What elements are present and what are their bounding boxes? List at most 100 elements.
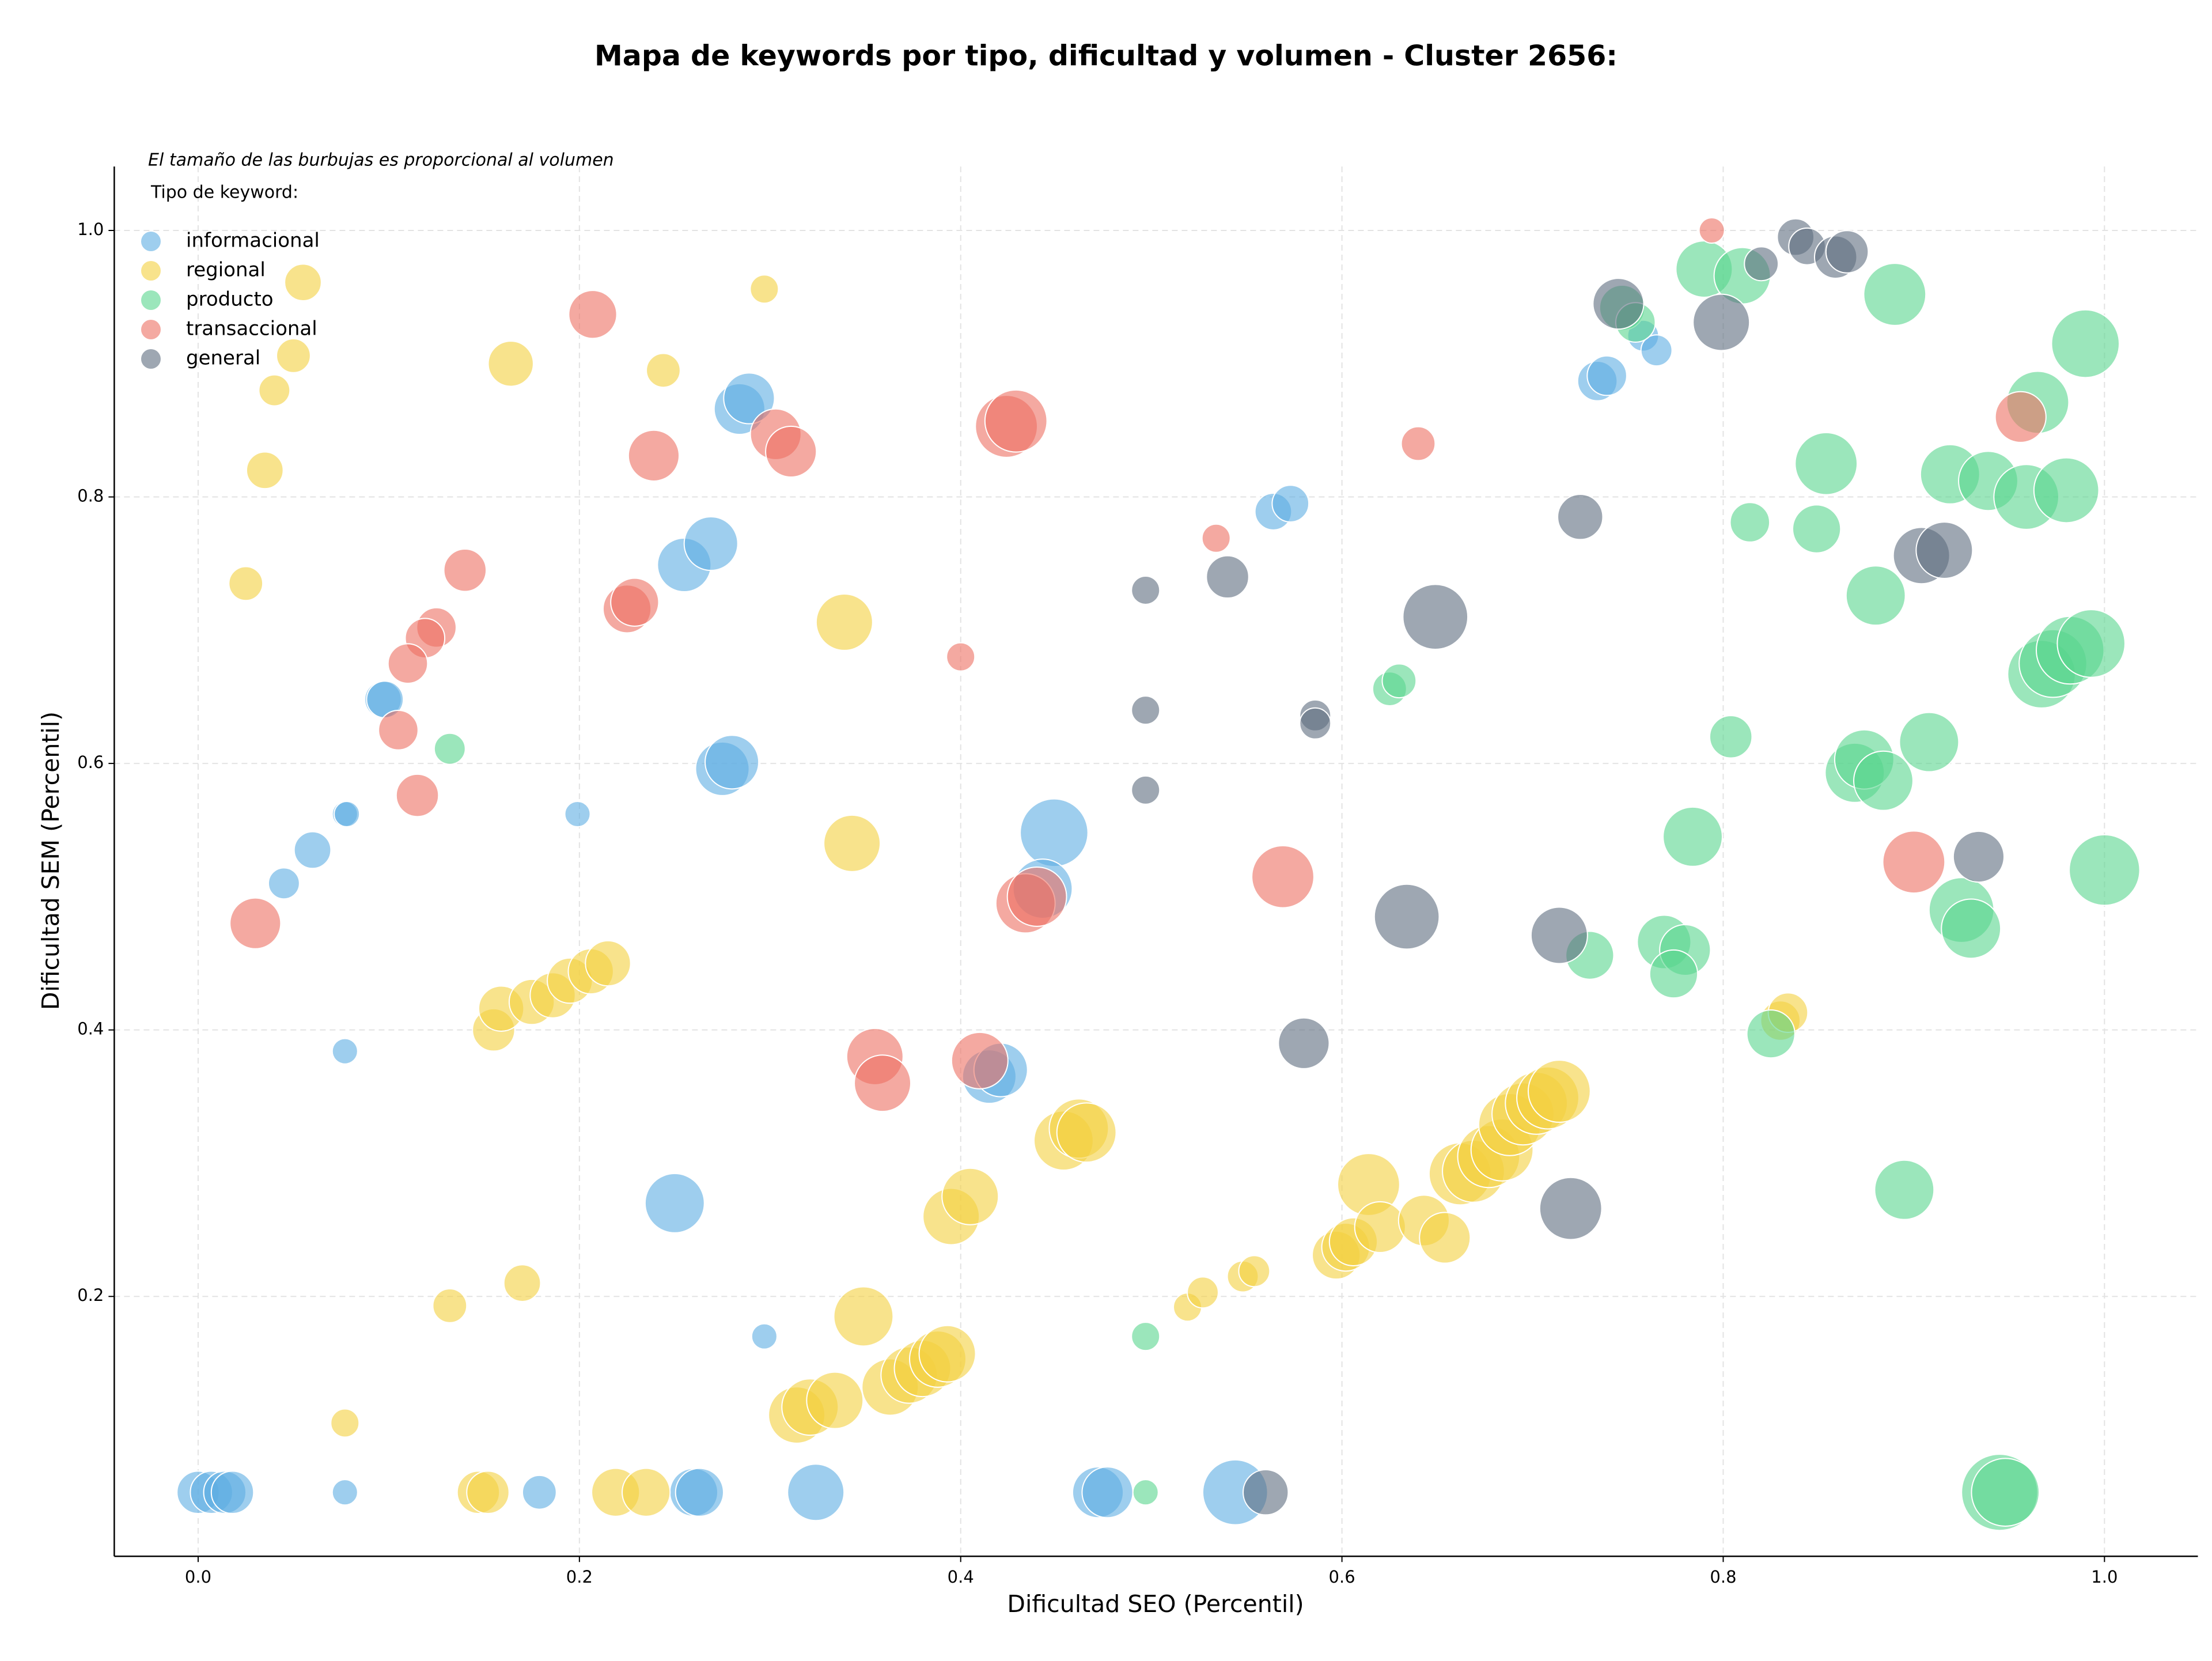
bubble (941, 1167, 999, 1225)
bubble (815, 593, 873, 651)
bubble (334, 800, 361, 828)
bubble (1557, 494, 1604, 540)
bubble (946, 642, 976, 672)
bubble (1206, 555, 1249, 599)
bubble (521, 1474, 557, 1510)
bubble (1915, 521, 1974, 580)
bubble (1238, 1255, 1271, 1288)
bubble (749, 274, 779, 304)
bubble (1243, 1469, 1289, 1516)
bubble (610, 577, 660, 627)
legend-label: general (186, 347, 260, 370)
bubble (1402, 584, 1469, 650)
bubble (331, 1038, 358, 1065)
bubble (1278, 1017, 1330, 1069)
y-axis-label: Dificultad SEM (Percentil) (37, 712, 65, 1010)
x-axis-label: Dificultad SEO (Percentil) (1007, 1590, 1304, 1618)
bubble (806, 1371, 864, 1429)
bubble (950, 1031, 1009, 1089)
bubble (1131, 575, 1161, 605)
legend-label: informacional (186, 229, 320, 252)
bubble (1201, 523, 1231, 553)
bubble (1527, 1060, 1591, 1123)
bubble (787, 1463, 845, 1522)
bubble (1381, 663, 1417, 699)
bubble (984, 389, 1048, 453)
legend-marker (141, 261, 161, 281)
bubble (1899, 712, 1960, 773)
bubble (1187, 1276, 1219, 1309)
bubble (1874, 1159, 1935, 1220)
bubble (1592, 278, 1645, 330)
y-tick-label: 0.6 (77, 752, 104, 772)
bubble (1698, 217, 1725, 244)
bubble (723, 372, 775, 425)
bubble (1586, 355, 1627, 396)
legend-marker (141, 232, 161, 251)
bubble (823, 814, 881, 872)
bubble (1081, 1466, 1134, 1519)
bubble (293, 831, 332, 869)
x-tick-label: 1.0 (2091, 1567, 2118, 1587)
bubble (2051, 309, 2120, 379)
bubbles (176, 217, 2141, 1531)
bubble (1853, 750, 1914, 811)
bubble (1792, 504, 1842, 554)
x-tick-label: 0.0 (185, 1567, 211, 1587)
bubble (1941, 898, 2002, 959)
bubble (1131, 1322, 1161, 1352)
bubble (1649, 949, 1699, 999)
bubble (854, 1054, 912, 1113)
legend-marker (141, 349, 161, 369)
bubble (395, 773, 440, 818)
bubble (1539, 1176, 1603, 1240)
bubble (1863, 263, 1927, 326)
legend-marker (141, 290, 161, 310)
bubble (228, 566, 264, 601)
bubble (466, 1470, 510, 1514)
bubble (1709, 715, 1753, 759)
bubble (627, 429, 680, 482)
bubble (503, 1264, 541, 1302)
bubble (487, 340, 534, 387)
bubble (1729, 502, 1771, 543)
y-tick-label: 0.8 (77, 486, 104, 506)
y-tick-label: 1.0 (77, 220, 104, 239)
bubble (1971, 1458, 2040, 1527)
bubble (1744, 246, 1779, 282)
x-tick-label: 0.8 (1710, 1567, 1736, 1587)
bubble (568, 290, 618, 339)
bubble (267, 867, 300, 900)
bubble (1825, 230, 1869, 274)
bubble (1132, 1479, 1159, 1506)
bubble (2069, 834, 2141, 906)
bubble (387, 643, 429, 684)
bubble (683, 516, 738, 572)
bubble (1251, 845, 1315, 909)
bubble (564, 800, 591, 828)
bubble (276, 338, 311, 373)
bubble (443, 548, 487, 592)
bubble (330, 1408, 360, 1438)
bubble (918, 1325, 976, 1383)
bubble (1746, 1009, 1796, 1059)
bubble (2056, 609, 2126, 678)
bubble (1299, 707, 1332, 740)
bubble (1020, 798, 1089, 868)
bubble (646, 353, 681, 388)
annotation: El tamaño de las burbujas es proporciona… (148, 150, 614, 171)
bubble (1530, 906, 1588, 964)
bubble (378, 710, 419, 751)
bubble (622, 1467, 671, 1517)
legend-title: Tipo de keyword: (150, 183, 298, 203)
legend-marker (141, 320, 161, 339)
legend-label: transaccional (186, 317, 317, 340)
bubble (1006, 866, 1067, 927)
bubble (2033, 457, 2100, 524)
bubble (432, 1288, 468, 1323)
y-tick-label: 0.2 (77, 1285, 104, 1305)
bubble (1056, 1102, 1117, 1163)
bubble (1692, 293, 1751, 351)
bubble (1994, 391, 2047, 443)
bubble (245, 451, 284, 490)
